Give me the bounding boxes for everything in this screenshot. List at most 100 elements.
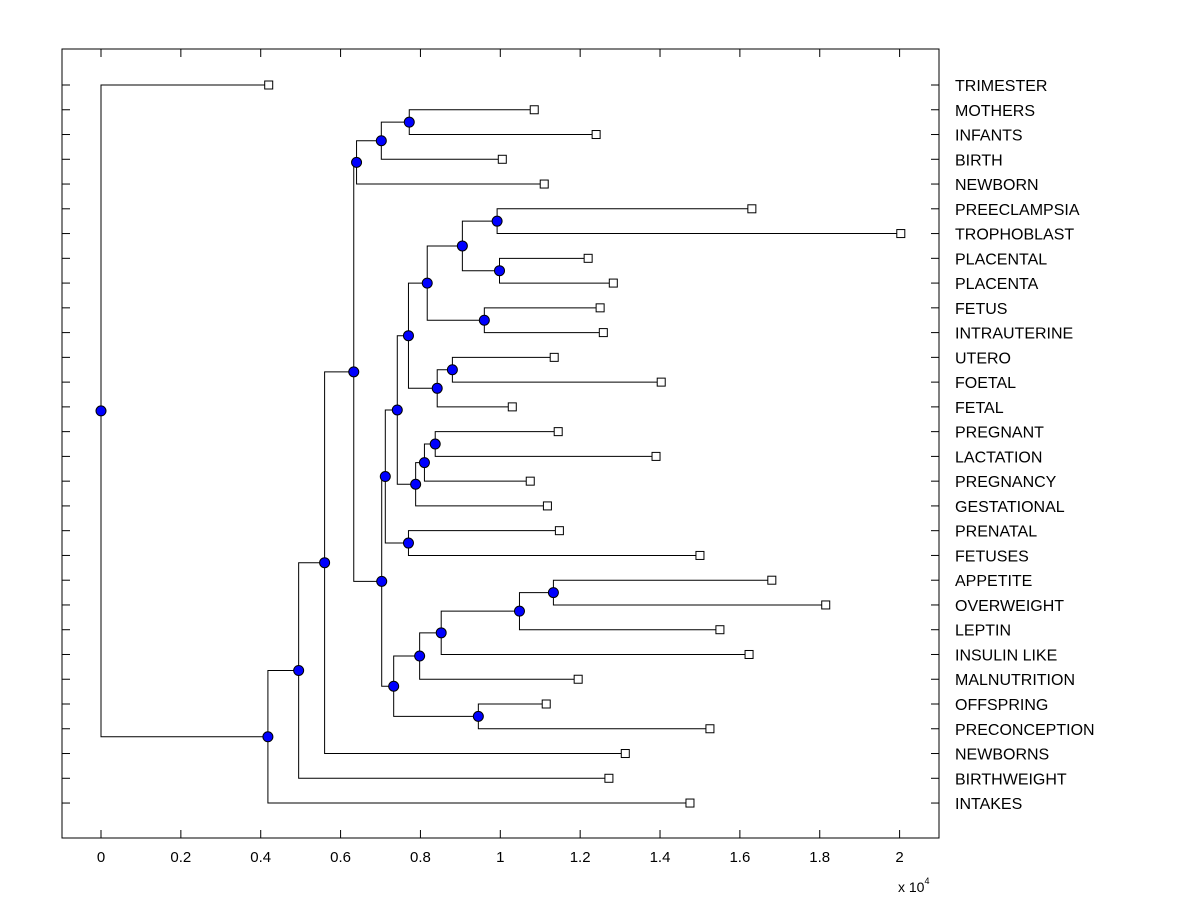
leaf-marker-prenatal: [554, 526, 564, 536]
leaf-label-prenatal: PRENATAL: [955, 524, 1037, 541]
leaf-marker-trophoblast: [896, 229, 906, 239]
y-axis-right-ticks: [931, 84, 939, 804]
leaf-marker-overweight: [821, 600, 831, 610]
leaf-label-appetite: APPETITE: [955, 573, 1032, 590]
leaf-label-pregnant: PREGNANT: [955, 425, 1044, 442]
leaf-label-placenta: PLACENTA: [955, 276, 1039, 293]
x-tick-label-0: 0: [97, 849, 105, 866]
merge-node-n22: [472, 710, 484, 722]
leaf-label-newborns: NEWBORNS: [955, 747, 1049, 764]
merge-node-n14: [410, 478, 422, 490]
x-multiplier-base: x 10: [898, 879, 925, 895]
x-tick-label-1-6: 1.6: [729, 849, 750, 866]
leaf-marker-leptin: [715, 625, 725, 635]
leaf-marker-lactation: [651, 451, 661, 461]
x-tick-label-1-4: 1.4: [650, 849, 671, 866]
leaf-marker-fetal: [507, 402, 517, 412]
leaf-marker-infants: [591, 130, 601, 140]
leaf-marker-newborn: [539, 179, 549, 189]
merge-node-n7: [478, 314, 490, 326]
merge-node-n28: [262, 731, 274, 743]
merge-nodes: [95, 116, 559, 743]
leaf-label-preconception: PRECONCEPTION: [955, 722, 1095, 739]
x-tick-label-0-6: 0.6: [330, 849, 351, 866]
x-tick-label-1-2: 1.2: [570, 849, 591, 866]
merge-node-n11: [402, 330, 414, 342]
leaf-marker-malnutrition: [573, 674, 583, 684]
leaf-label-fetus: FETUS: [955, 301, 1007, 318]
leaf-marker-trimester: [264, 80, 274, 90]
leaf-marker-preconception: [705, 724, 715, 734]
leaf-marker-newborns: [620, 749, 630, 759]
leaf-marker-gestational: [542, 501, 552, 511]
merge-node-n24: [376, 575, 388, 587]
leaf-label-offspring: OFFSPRING: [955, 697, 1048, 714]
x-axis-multiplier: x 104: [898, 876, 929, 895]
leaf-marker-pregnancy: [525, 476, 535, 486]
leaf-marker-placental: [583, 253, 593, 263]
leaf-label-malnutrition: MALNUTRITION: [955, 672, 1075, 689]
x-tick-label-0-8: 0.8: [410, 849, 431, 866]
leaf-label-birthweight: BIRTHWEIGHT: [955, 771, 1067, 788]
merge-node-n21: [414, 650, 426, 662]
merge-node-n12: [429, 438, 441, 450]
leaf-label-mothers: MOTHERS: [955, 103, 1035, 120]
x-tick-label-0-4: 0.4: [250, 849, 271, 866]
leaf-marker-preeclampsia: [747, 204, 757, 214]
leaf-label-intakes: INTAKES: [955, 796, 1022, 813]
leaf-label-newborn: NEWBORN: [955, 177, 1039, 194]
merge-node-n26: [319, 557, 331, 569]
merge-node-n10: [431, 382, 443, 394]
leaf-label-fetuses: FETUSES: [955, 548, 1029, 565]
leaf-marker-birthweight: [604, 773, 614, 783]
merge-node-n17: [379, 471, 391, 483]
leaf-marker-foetal: [656, 377, 666, 387]
merge-node-n6: [456, 240, 468, 252]
merge-node-n29: [95, 405, 107, 417]
leaf-label-trimester: TRIMESTER: [955, 78, 1047, 95]
x-tick-label-1-8: 1.8: [809, 849, 830, 866]
merge-node-n4: [491, 215, 503, 227]
merge-node-n16: [402, 537, 414, 549]
leaf-marker-utero: [549, 352, 559, 362]
leaf-marker-pregnant: [553, 427, 563, 437]
leaf-label-overweight: OVERWEIGHT: [955, 598, 1064, 615]
leaf-marker-appetite: [767, 575, 777, 585]
x-tick-label-0-2: 0.2: [170, 849, 191, 866]
leaf-label-lactation: LACTATION: [955, 449, 1042, 466]
x-multiplier-exponent: 4: [924, 876, 929, 886]
x-tick-label-1: 1: [496, 849, 504, 866]
leaf-label-leptin: LEPTIN: [955, 623, 1011, 640]
leaf-label-fetal: FETAL: [955, 400, 1004, 417]
leaf-markers: [264, 80, 906, 808]
merge-node-n20: [435, 627, 447, 639]
leaf-marker-offspring: [541, 699, 551, 709]
merge-node-n23: [388, 680, 400, 692]
leaf-label-intrauterine: INTRAUTERINE: [955, 326, 1073, 343]
merge-node-n1: [403, 116, 415, 128]
leaf-marker-mothers: [529, 105, 539, 115]
merge-node-n27: [293, 664, 305, 676]
merge-node-n18: [547, 587, 559, 599]
leaf-marker-intakes: [685, 798, 695, 808]
leaf-marker-birth: [497, 154, 507, 164]
merge-node-n2: [375, 135, 387, 147]
x-axis-ticks: 0 0.2 0.4 0.6 0.8 1 1.2 1.4 1.6 1.8 2: [97, 49, 904, 866]
leaf-label-foetal: FOETAL: [955, 375, 1016, 392]
leaf-label-infants: INFANTS: [955, 128, 1023, 145]
leaf-label-utero: UTERO: [955, 350, 1011, 367]
x-tick-label-2: 2: [895, 849, 903, 866]
merge-node-n13: [418, 457, 430, 469]
leaf-label-insulin-like: INSULIN LIKE: [955, 647, 1057, 664]
leaf-labels: TRIMESTER MOTHERS INFANTS BIRTH NEWBORN PREEC…: [955, 78, 1095, 813]
leaf-label-trophoblast: TROPHOBLAST: [955, 227, 1074, 244]
merge-node-n5: [494, 265, 506, 277]
merge-node-n3: [351, 156, 363, 168]
merge-node-n8: [421, 277, 433, 289]
leaf-marker-intrauterine: [598, 328, 608, 338]
leaf-marker-placenta: [608, 278, 618, 288]
leaf-label-birth: BIRTH: [955, 152, 1003, 169]
leaf-marker-insulin-like: [744, 649, 754, 659]
